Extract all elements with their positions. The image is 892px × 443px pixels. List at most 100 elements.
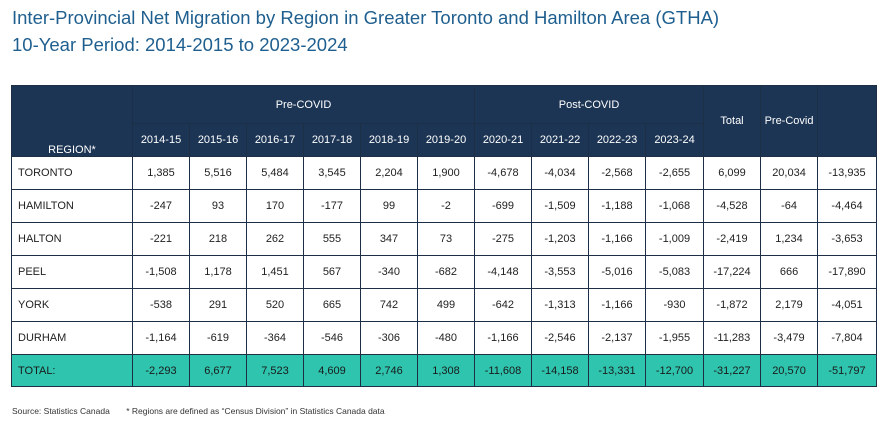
page-title: Inter-Provincial Net Migration by Region… [12,7,720,28]
value-cell: -13,331 [588,354,646,387]
pre-covid-total-column-header: Pre-Covid [760,85,819,157]
value-cell: -3,553 [531,255,589,289]
region-cell: HALTON [11,222,133,256]
value-cell: 499 [417,288,475,322]
value-cell: 520 [246,288,304,322]
value-cell: -1,509 [531,189,589,223]
value-cell: 7,523 [246,354,304,387]
total-cell: -11,283 [703,321,762,355]
footer: Source: Statistics Canada * Regions are … [12,406,399,416]
table-row: YORK -538 291 520 665 742 499 -642 -1,313 -1,166-… [11,288,878,322]
table-row: HALTON -221 218 262 555 347 73 -275 -1,203 -1,166… [11,222,878,256]
value-cell: -4,148 [474,255,532,289]
total-cell: -4,528 [703,189,762,223]
title-block: Inter-Provincial Net Migration by Region… [12,4,719,58]
pre-covid-cell: 666 [760,255,819,289]
year-header: 2017-18 [303,123,361,157]
value-cell: -275 [474,222,532,256]
value-cell: -247 [132,189,190,223]
total-cell: -1,872 [703,288,762,322]
total-cell: 6,099 [703,156,762,190]
page-subtitle: 10-Year Period: 2014-2015 to 2023-2024 [12,34,348,55]
table-row: HAMILTON -247 93 170 -177 99 -2 -699 -1,509 -1,18… [11,189,878,223]
year-header: 2016-17 [246,123,304,157]
value-cell: -364 [246,321,304,355]
value-cell: -1,188 [588,189,646,223]
region-cell: DURHAM [11,321,133,355]
header-row-years: 2014-15 2015-16 2016-17 2017-18 2018-19 … [12,123,877,157]
value-cell: -1,508 [132,255,190,289]
year-header: 2020-21 [474,123,532,157]
region-cell: HAMILTON [11,189,133,223]
value-cell: 262 [246,222,304,256]
last-column-header [817,85,878,157]
year-header: 2021-22 [531,123,589,157]
total-column-header: Total [703,85,762,157]
last-value-cell: -4,051 [817,288,878,322]
value-cell: 2,746 [360,354,418,387]
value-cell: -5,083 [644,255,705,289]
value-cell: 99 [360,189,418,223]
value-cell: -2,568 [588,156,646,190]
pre-covid-cell: 20,570 [760,354,819,387]
value-cell: -221 [132,222,190,256]
last-value-cell: -13,935 [817,156,878,190]
value-cell: -538 [132,288,190,322]
value-cell: 555 [303,222,361,256]
value-cell: 742 [360,288,418,322]
value-cell: 170 [246,189,304,223]
value-cell: -1,203 [531,222,589,256]
year-header: 2018-19 [360,123,418,157]
value-cell: -480 [417,321,475,355]
year-header: 2022-23 [588,123,646,157]
last-value-cell: -4,464 [817,189,878,223]
table-row: PEEL -1,508 1,178 1,451 567 -340 -682 -4,148 -3,… [11,255,878,289]
value-cell: 5,516 [189,156,247,190]
value-cell: 3,545 [303,156,361,190]
value-cell: -546 [303,321,361,355]
table-row: TORONTO 1,385 5,516 5,484 3,545 2,204 1,900 -4,… [11,156,878,190]
region-column-header: REGION* [11,85,133,157]
value-cell: 347 [360,222,418,256]
region-definition-note: * Regions are defined as “Census Divisio… [126,406,385,416]
pre-covid-cell: 1,234 [760,222,819,256]
pre-covid-cell: 20,034 [760,156,819,190]
last-value-cell: -51,797 [817,354,878,387]
year-header: 2019-20 [417,123,475,157]
value-cell: 291 [189,288,247,322]
pre-covid-cell: 2,179 [760,288,819,322]
total-cell: -31,227 [703,354,762,387]
region-cell: PEEL [11,255,133,289]
year-header: 2015-16 [189,123,247,157]
total-row: TOTAL: -2,293 6,677 7,523 4,609 2,746 1,308 -11… [11,354,878,387]
value-cell: -642 [474,288,532,322]
value-cell: -1,009 [644,222,705,256]
pre-covid-cell: -3,479 [760,321,819,355]
value-cell: -1,313 [531,288,589,322]
post-covid-group-header: Post-COVID [473,85,705,124]
value-cell: 5,484 [246,156,304,190]
value-cell: -1,166 [474,321,532,355]
value-cell: -2,655 [644,156,705,190]
value-cell: 665 [303,288,361,322]
value-cell: -4,034 [531,156,589,190]
value-cell: 1,900 [417,156,475,190]
last-value-cell: -7,804 [817,321,878,355]
value-cell: -2,293 [132,354,190,387]
total-cell: -17,224 [703,255,762,289]
value-cell: -682 [417,255,475,289]
value-cell: 93 [189,189,247,223]
last-value-cell: -17,890 [817,255,878,289]
region-cell: YORK [11,288,133,322]
value-cell: 1,308 [417,354,475,387]
value-cell: -699 [474,189,532,223]
region-cell: TORONTO [11,156,133,190]
value-cell: -1,166 [588,222,646,256]
value-cell: -2,137 [588,321,646,355]
year-header: 2023-24 [644,123,705,157]
total-cell: -2,419 [703,222,762,256]
value-cell: 1,451 [246,255,304,289]
value-cell: -14,158 [531,354,589,387]
value-cell: -11,608 [474,354,532,387]
value-cell: -340 [360,255,418,289]
